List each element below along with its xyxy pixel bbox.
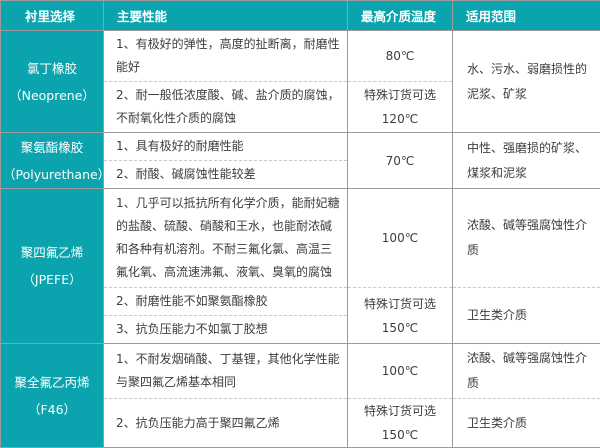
material-cell-polyurethane: 聚氨酯橡胶 （Polyurethane）	[1, 133, 104, 189]
temperature-cell: 80℃	[348, 31, 453, 82]
temperature-cell: 特殊订货可选 120℃	[348, 82, 453, 133]
material-cell-neoprene: 氯丁橡胶 （Neoprene）	[1, 31, 104, 133]
material-cell-jpefe: 聚四氟乙烯 （JPEFE）	[1, 189, 104, 344]
range-cell: 中性、强磨损的矿浆、煤浆和泥浆	[453, 133, 600, 189]
table-row: 氯丁橡胶 （Neoprene） 1、有极好的弹性，高度的扯断离，耐磨性能好 80…	[1, 31, 600, 82]
performance-cell: 2、耐酸、碱腐蚀性能较差	[104, 161, 348, 189]
header-range: 适用范围	[453, 1, 600, 31]
header-max-temp: 最高介质温度	[348, 1, 453, 31]
material-name-en: （Polyurethane）	[3, 161, 101, 188]
header-lining: 衬里选择	[1, 1, 104, 31]
performance-cell: 2、抗负压能力高于聚四氟乙烯	[104, 399, 348, 448]
material-name: 聚氨酯橡胶	[3, 134, 101, 161]
table-row: 聚四氟乙烯 （JPEFE） 1、几乎可以抵抗所有化学介质，能耐妃糖的盐酸、硫酸、…	[1, 189, 600, 288]
material-name: 氯丁橡胶	[3, 55, 101, 82]
range-cell: 浓酸、碱等强腐蚀性介质	[453, 189, 600, 288]
performance-cell: 2、耐磨性能不如聚氨酯橡胶	[104, 288, 348, 316]
temperature-cell: 特殊订货可选 150℃	[348, 288, 453, 344]
performance-cell: 1、几乎可以抵抗所有化学介质，能耐妃糖的盐酸、硫酸、硝酸和王水，也能耐浓碱和各种…	[104, 189, 348, 288]
performance-cell: 2、耐一般低浓度酸、碱、盐介质的腐蚀，不耐氧化性介质的腐蚀	[104, 82, 348, 133]
performance-cell: 3、抗负压能力不如氯丁胶想	[104, 316, 348, 344]
temperature-cell: 100℃	[348, 189, 453, 288]
range-cell: 水、污水、弱磨损性的泥浆、矿浆	[453, 31, 600, 133]
material-name-en: （JPEFE）	[3, 266, 101, 293]
table-row: 聚全氟乙丙烯 （F46） 1、不耐发烟硝酸、丁基锂，其他化学性能与聚四氟乙烯基本…	[1, 344, 600, 399]
material-name: 聚四氟乙烯	[3, 239, 101, 266]
temperature-cell: 100℃	[348, 344, 453, 399]
range-cell: 卫生类介质	[453, 399, 600, 448]
material-name: 聚全氟乙丙烯	[3, 369, 101, 396]
performance-cell: 1、具有极好的耐磨性能	[104, 133, 348, 161]
material-name-en: （Neoprene）	[3, 82, 101, 109]
performance-cell: 1、有极好的弹性，高度的扯断离，耐磨性能好	[104, 31, 348, 82]
temperature-cell: 特殊订货可选 150℃	[348, 399, 453, 448]
header-row: 衬里选择 主要性能 最高介质温度 适用范围	[1, 1, 600, 31]
performance-cell: 1、不耐发烟硝酸、丁基锂，其他化学性能与聚四氟乙烯基本相同	[104, 344, 348, 399]
header-performance: 主要性能	[104, 1, 348, 31]
material-cell-f46: 聚全氟乙丙烯 （F46）	[1, 344, 104, 448]
temperature-cell: 70℃	[348, 133, 453, 189]
table-row: 聚氨酯橡胶 （Polyurethane） 1、具有极好的耐磨性能 70℃ 中性、…	[1, 133, 600, 161]
range-cell: 卫生类介质	[453, 288, 600, 344]
material-name-en: （F46）	[3, 396, 101, 423]
range-cell: 浓酸、碱等强腐蚀性介质	[453, 344, 600, 399]
